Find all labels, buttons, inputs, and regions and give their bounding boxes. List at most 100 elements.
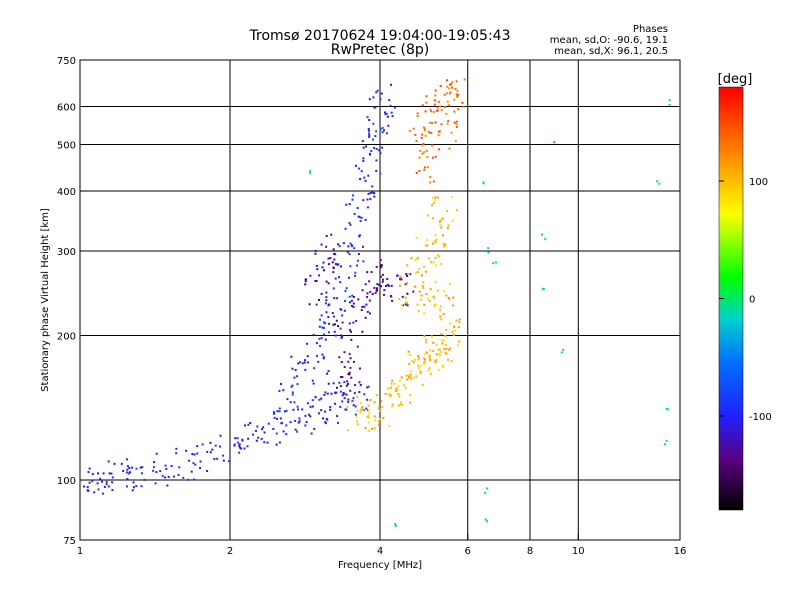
data-point — [111, 481, 114, 484]
data-point — [437, 130, 440, 133]
data-point — [88, 467, 91, 470]
data-point — [340, 265, 343, 268]
data-point — [209, 451, 212, 454]
data-point — [87, 471, 90, 474]
data-point — [405, 300, 408, 303]
y-axis-label: Stationary phase Virtual Height [km] — [40, 208, 51, 392]
data-point — [290, 355, 293, 358]
data-point — [390, 284, 393, 287]
data-point — [434, 234, 437, 237]
data-point — [337, 243, 340, 246]
data-point — [266, 441, 269, 444]
data-point — [434, 155, 437, 158]
data-point — [437, 100, 440, 103]
data-point — [327, 331, 330, 334]
data-point — [430, 122, 433, 125]
data-point — [370, 150, 373, 153]
data-point — [365, 145, 368, 148]
data-point — [334, 402, 337, 405]
data-point — [544, 238, 547, 241]
data-point — [399, 278, 402, 281]
data-point — [152, 466, 155, 469]
data-point — [417, 355, 420, 358]
data-point — [441, 364, 444, 367]
data-point — [366, 415, 369, 418]
data-point — [400, 376, 403, 379]
data-point — [310, 432, 313, 435]
data-point — [111, 488, 114, 491]
y-tick-label: 400 — [57, 187, 76, 198]
data-point — [325, 235, 328, 238]
data-point — [408, 353, 411, 356]
data-point — [273, 411, 276, 414]
data-point — [437, 255, 440, 258]
data-point — [412, 290, 415, 293]
data-point — [444, 351, 447, 354]
data-point — [415, 271, 418, 274]
data-point — [199, 460, 202, 463]
data-point — [455, 120, 458, 123]
data-point — [420, 364, 423, 367]
data-point — [417, 357, 420, 360]
data-point — [308, 303, 311, 306]
data-point — [340, 308, 343, 311]
data-point — [445, 328, 448, 331]
data-point — [126, 477, 129, 480]
data-point — [294, 428, 297, 431]
data-point — [417, 309, 420, 312]
data-point — [332, 382, 335, 385]
data-point — [414, 133, 417, 136]
data-point — [367, 174, 370, 177]
data-point — [442, 366, 445, 369]
data-point — [441, 218, 444, 221]
data-point — [431, 204, 434, 207]
data-point — [317, 360, 320, 363]
data-point — [113, 462, 116, 465]
data-point — [298, 420, 301, 423]
data-point — [177, 473, 180, 476]
data-point — [384, 285, 387, 288]
data-point — [432, 110, 435, 113]
data-point — [429, 359, 432, 362]
data-point — [152, 469, 155, 472]
data-point — [324, 338, 327, 341]
data-point — [446, 79, 449, 82]
data-point — [368, 132, 371, 135]
data-point — [328, 303, 331, 306]
data-point — [339, 281, 342, 284]
data-point — [354, 413, 357, 416]
data-point — [347, 400, 350, 403]
data-point — [436, 289, 439, 292]
data-point — [317, 298, 320, 301]
data-point — [486, 487, 489, 490]
data-point — [452, 296, 455, 299]
data-point — [462, 105, 465, 108]
data-point — [351, 294, 354, 297]
data-point — [451, 86, 454, 89]
data-point — [251, 433, 254, 436]
data-point — [387, 284, 390, 287]
x-tick-label: 2 — [227, 546, 233, 557]
data-point — [403, 384, 406, 387]
data-point — [461, 101, 464, 104]
data-point — [356, 207, 359, 210]
data-point — [455, 319, 458, 322]
data-point — [344, 300, 347, 303]
data-point — [366, 398, 369, 401]
data-point — [254, 429, 257, 432]
data-point — [372, 138, 375, 141]
data-point — [196, 445, 199, 448]
data-point — [393, 382, 396, 385]
data-point — [422, 126, 425, 129]
data-point — [457, 326, 460, 329]
data-point — [396, 388, 399, 391]
colorbar-ticks: 100 0 -100 — [719, 177, 772, 423]
data-point — [347, 245, 350, 248]
data-point — [412, 376, 415, 379]
data-point — [334, 277, 337, 280]
data-point — [322, 261, 325, 264]
data-point — [367, 404, 370, 407]
data-point — [386, 278, 389, 281]
data-point — [371, 191, 374, 194]
data-point — [304, 283, 307, 286]
